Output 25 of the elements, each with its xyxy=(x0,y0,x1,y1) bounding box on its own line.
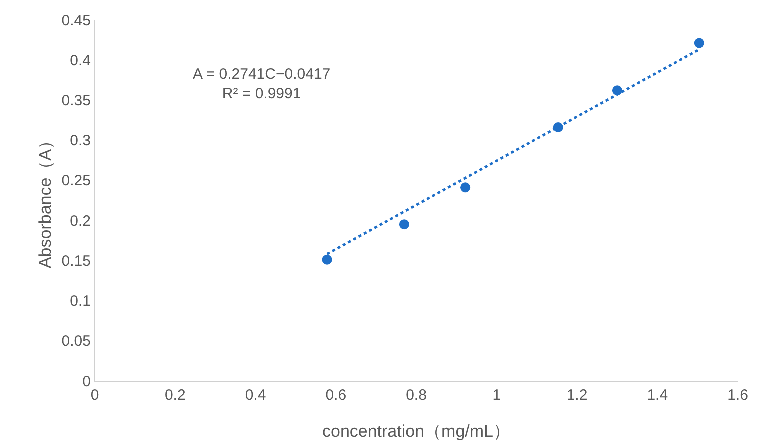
y-tick-label: 0.35 xyxy=(62,92,91,110)
x-tick-label: 1 xyxy=(492,387,502,404)
point xyxy=(460,182,471,193)
point xyxy=(322,254,332,265)
x-tick-label: 0.8 xyxy=(406,387,427,404)
x-tick-label: 1.2 xyxy=(566,387,588,404)
annotation: A = 0.2741C−0.0417 R² = 0.9991 xyxy=(193,66,331,102)
x-tick-label: 0.4 xyxy=(245,387,266,404)
y-tick-label: 0.2 xyxy=(70,212,91,230)
y-tick-label: 0.05 xyxy=(62,333,91,350)
y-axis-title: Absorbance（A） xyxy=(36,132,55,269)
x-tick-label: 1.4 xyxy=(647,387,668,404)
x-tick-label: 1.6 xyxy=(728,387,748,404)
y-tick-label: 0.45 xyxy=(62,12,91,30)
y-tick-label: 0.1 xyxy=(70,293,91,310)
y-tick-label: 0.25 xyxy=(62,172,91,190)
y-tick-label: 0.15 xyxy=(62,252,91,270)
point xyxy=(399,220,410,230)
y-tick-label: 0 xyxy=(82,373,91,390)
x-axis-title: concentration（mg/mL） xyxy=(322,422,511,441)
point xyxy=(694,38,704,48)
x-tick-label: 0.6 xyxy=(326,387,347,404)
y-tick-label: 0.4 xyxy=(70,52,91,70)
y-tick-label: 0.3 xyxy=(70,132,91,150)
x-tick-label: 0.2 xyxy=(164,387,186,404)
